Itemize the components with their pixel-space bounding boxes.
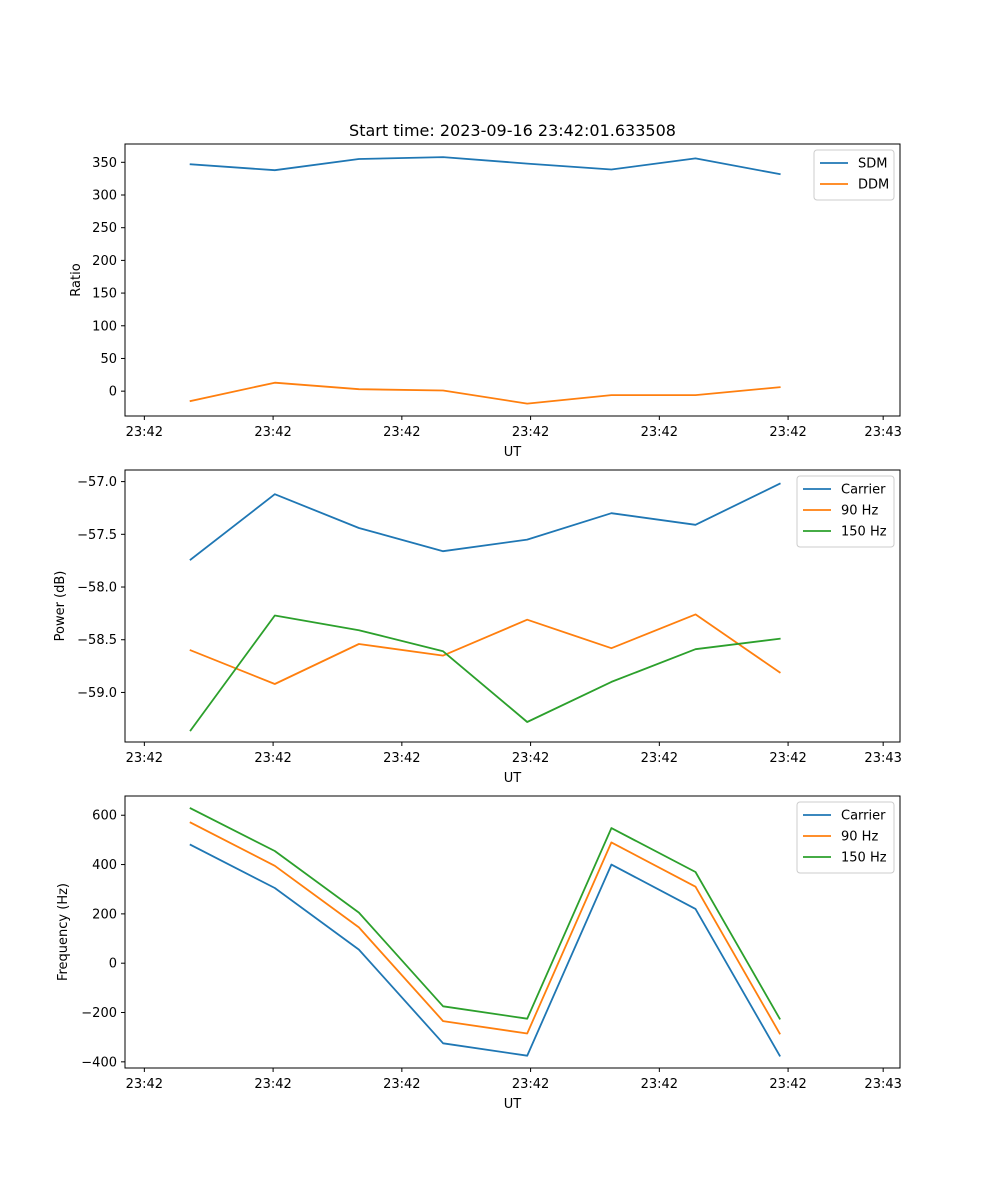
chart-0-xtick-label: 23:43 xyxy=(864,425,901,440)
chart-0-legend-label: DDM xyxy=(858,178,889,193)
chart-1-xtick-label: 23:42 xyxy=(641,751,678,766)
chart-2-ytick-label: 0 xyxy=(109,957,117,972)
chart-2-ytick-label: 200 xyxy=(92,907,117,922)
chart-0-ytick-label: 350 xyxy=(92,156,117,171)
figure-title: Start time: 2023-09-16 23:42:01.633508 xyxy=(349,121,676,140)
chart-1-xtick-label: 23:42 xyxy=(254,751,291,766)
chart-0-xtick-label: 23:42 xyxy=(769,425,806,440)
chart-2-xtick-label: 23:42 xyxy=(641,1077,678,1092)
chart-1-legend xyxy=(796,475,895,548)
chart-1-ytick-label: −59.0 xyxy=(77,686,117,701)
chart-2-series-carrier-line xyxy=(189,843,781,1057)
chart-1-xlabel: UT xyxy=(504,771,522,786)
chart-0-ytick-label: 0 xyxy=(109,385,117,400)
chart-0-xlabel: UT xyxy=(504,445,522,460)
chart-2-ytick-label: 600 xyxy=(92,809,117,824)
chart-2-xtick-label: 23:42 xyxy=(769,1077,806,1092)
chart-2-xtick-label: 23:42 xyxy=(126,1077,163,1092)
chart-1-ytick-label: −58.5 xyxy=(77,633,117,648)
chart-0-ytick-label: 150 xyxy=(92,287,117,302)
chart-2-xlabel: UT xyxy=(504,1097,522,1112)
chart-0-xtick-label: 23:42 xyxy=(254,425,291,440)
chart-0-ytick-label: 250 xyxy=(92,221,117,236)
chart-1-series-150-hz-line xyxy=(189,614,781,732)
chart-1-legend-label: 150 Hz xyxy=(841,525,887,540)
chart-2-legend xyxy=(796,801,895,874)
chart-2-xtick-label: 23:42 xyxy=(383,1077,420,1092)
chart-1-xtick-label: 23:42 xyxy=(769,751,806,766)
frequency-panel: −400 −200 0 200 400 600 23:42 23:42 23:42 23:42 23… xyxy=(56,795,902,1112)
chart-1-legend-label: Carrier xyxy=(841,483,886,498)
chart-1-ytick-label: −57.5 xyxy=(77,528,117,543)
chart-1-legend-label: 90 Hz xyxy=(841,504,878,519)
chart-2-ytick-label: −200 xyxy=(81,1006,117,1021)
chart-2-series-90-hz-line xyxy=(189,821,781,1035)
chart-2-xtick-label: 23:42 xyxy=(254,1077,291,1092)
chart-2-series-150-hz-line xyxy=(189,807,781,1020)
chart-1-axes-frame xyxy=(124,469,901,743)
chart-0-ytick-label: 50 xyxy=(100,352,117,367)
chart-0-ytick-label: 300 xyxy=(92,189,117,204)
chart-0-xtick-label: 23:42 xyxy=(383,425,420,440)
chart-2-legend-label: 90 Hz xyxy=(841,830,878,845)
chart-1-ytick-label: −57.0 xyxy=(77,475,117,490)
chart-2-legend-label: Carrier xyxy=(841,809,886,824)
chart-0-series-sdm-line xyxy=(189,156,781,176)
chart-1-ylabel: Power (dB) xyxy=(53,571,68,642)
chart-1-series-carrier-line xyxy=(189,482,781,561)
chart-0-axes-frame xyxy=(124,143,901,417)
chart-0-xtick-label: 23:42 xyxy=(641,425,678,440)
chart-0-ytick-label: 100 xyxy=(92,319,117,334)
chart-1-xtick-label: 23:42 xyxy=(512,751,549,766)
chart-0-xtick-label: 23:42 xyxy=(126,425,163,440)
chart-2-ytick-label: 400 xyxy=(92,858,117,873)
chart-2-ytick-label: −400 xyxy=(81,1055,117,1070)
chart-0-ylabel: Ratio xyxy=(69,263,84,296)
power-panel: −59.0 −58.5 −58.0 −57.5 −57.0 23:42 23:42 23:42… xyxy=(53,469,902,786)
chart-1-ytick-label: −58.0 xyxy=(77,581,117,596)
chart-2-legend-label: 150 Hz xyxy=(841,851,887,866)
chart-2-ylabel: Frequency (Hz) xyxy=(56,883,71,981)
chart-2-xtick-label: 23:42 xyxy=(512,1077,549,1092)
chart-0-series-ddm-line xyxy=(189,381,781,405)
chart-1-xtick-label: 23:43 xyxy=(864,751,901,766)
ratio-panel: 0 50 100 150 200 250 300 350 23:42 23:42 23:42 23:4… xyxy=(69,143,902,460)
chart-2-axes-frame xyxy=(124,795,901,1069)
chart-0-xtick-label: 23:42 xyxy=(512,425,549,440)
chart-0-legend-label: SDM xyxy=(858,157,887,172)
chart-1-series-90-hz-line xyxy=(189,613,781,685)
chart-0-ytick-label: 200 xyxy=(92,254,117,269)
chart-1-xtick-label: 23:42 xyxy=(383,751,420,766)
chart-2-xtick-label: 23:43 xyxy=(864,1077,901,1092)
chart-1-xtick-label: 23:42 xyxy=(126,751,163,766)
